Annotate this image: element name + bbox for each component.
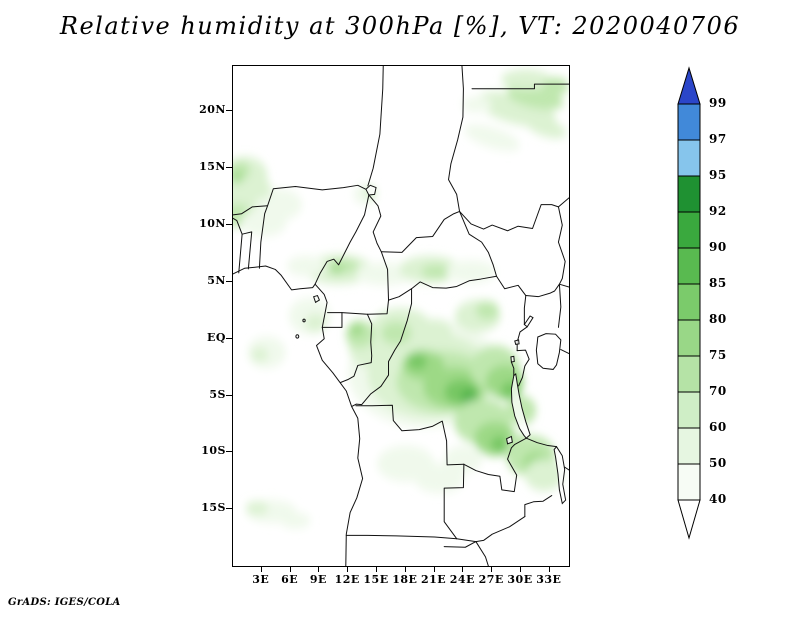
lat-tick <box>226 224 232 226</box>
lat-tick <box>226 280 232 282</box>
lon-label: 6E <box>281 573 299 586</box>
lake-kivu <box>511 356 514 362</box>
lake-edward <box>515 340 519 345</box>
colorbar-label: 70 <box>709 384 727 398</box>
colorbar-segment <box>677 247 701 285</box>
lon-tick <box>347 566 349 572</box>
lon-label: 12E <box>334 573 360 586</box>
lat-label: EQ <box>207 330 226 344</box>
colorbar-segment <box>677 427 701 465</box>
lat-tick <box>226 337 232 339</box>
lat-tick <box>226 394 232 396</box>
lon-tick <box>520 566 521 572</box>
lake-tanganyika <box>511 374 530 438</box>
lon-tick <box>289 566 291 572</box>
lat-label: 5S <box>209 387 226 401</box>
lon-label: 15E <box>363 573 389 586</box>
colorbar-label: 80 <box>709 312 727 326</box>
lat-label: 10S <box>201 444 226 458</box>
lon-label: 30E <box>507 573 533 586</box>
colorbar-segment <box>677 175 701 213</box>
humidity-shading <box>233 69 569 529</box>
plot-title: Relative humidity at 300hPa [%], VT: 202… <box>59 12 741 40</box>
lon-tick <box>491 566 493 572</box>
colorbar-label: 97 <box>709 132 727 146</box>
lon-tick <box>260 566 262 572</box>
colorbar-segment <box>677 211 701 249</box>
colorbar-segment <box>677 355 701 393</box>
colorbar-over-arrow <box>677 66 701 105</box>
lon-tick <box>548 566 550 572</box>
colorbar-label: 95 <box>709 168 727 182</box>
colorbar-segment <box>677 319 701 357</box>
lon-tick <box>376 566 377 572</box>
lat-label: 15N <box>199 160 226 174</box>
lat-label: 15S <box>201 501 226 515</box>
lon-tick <box>462 566 464 572</box>
colorbar: 99 97 95 92 90 85 80 75 70 60 50 40 <box>676 66 746 548</box>
lon-label: 3E <box>252 573 270 586</box>
lat-tick <box>226 167 232 169</box>
lon-tick <box>404 566 406 572</box>
sao-tome-island <box>296 335 299 338</box>
lat-tick <box>226 508 232 510</box>
principe-island <box>303 319 305 322</box>
colorbar-under-arrow <box>677 499 701 540</box>
lon-label: 9E <box>309 573 327 586</box>
map-svg <box>233 66 569 566</box>
lat-label: 5N <box>207 273 226 287</box>
colorbar-label: 50 <box>709 456 727 470</box>
lat-label: 10N <box>199 217 226 231</box>
colorbar-label: 40 <box>709 492 727 506</box>
colorbar-label: 92 <box>709 204 727 218</box>
lake-chad <box>366 185 376 195</box>
lon-label: 21E <box>420 573 447 586</box>
bioko-island <box>314 296 320 303</box>
lon-label: 18E <box>392 573 418 586</box>
lat-label: 20N <box>199 103 226 117</box>
lon-label: 33E <box>536 573 562 586</box>
colorbar-label: 60 <box>709 420 727 434</box>
lat-tick <box>226 110 232 112</box>
colorbar-segment <box>677 139 701 177</box>
colorbar-label: 85 <box>709 276 727 290</box>
colorbar-label: 75 <box>709 348 727 362</box>
lat-tick <box>226 451 232 453</box>
colorbar-label: 99 <box>709 96 727 110</box>
lake-albert <box>524 316 533 327</box>
lakes <box>296 296 566 504</box>
colorbar-segment <box>677 463 701 501</box>
lon-tick <box>318 566 320 572</box>
coastline <box>233 266 363 566</box>
colorbar-label: 90 <box>709 240 727 254</box>
lon-label: 24E <box>449 573 475 586</box>
colorbar-segment <box>677 391 701 429</box>
attribution: GrADS: IGES/COLA <box>8 597 121 608</box>
map-frame <box>232 65 570 567</box>
lake-mweru <box>507 436 513 443</box>
colorbar-segment <box>677 283 701 321</box>
colorbar-segment <box>677 103 701 141</box>
lon-tick <box>433 566 435 572</box>
lon-label: 27E <box>478 573 504 586</box>
country-borders <box>233 66 569 566</box>
colorbar-svg <box>677 66 701 540</box>
lake-malawi <box>554 447 566 504</box>
lake-victoria <box>536 334 560 370</box>
